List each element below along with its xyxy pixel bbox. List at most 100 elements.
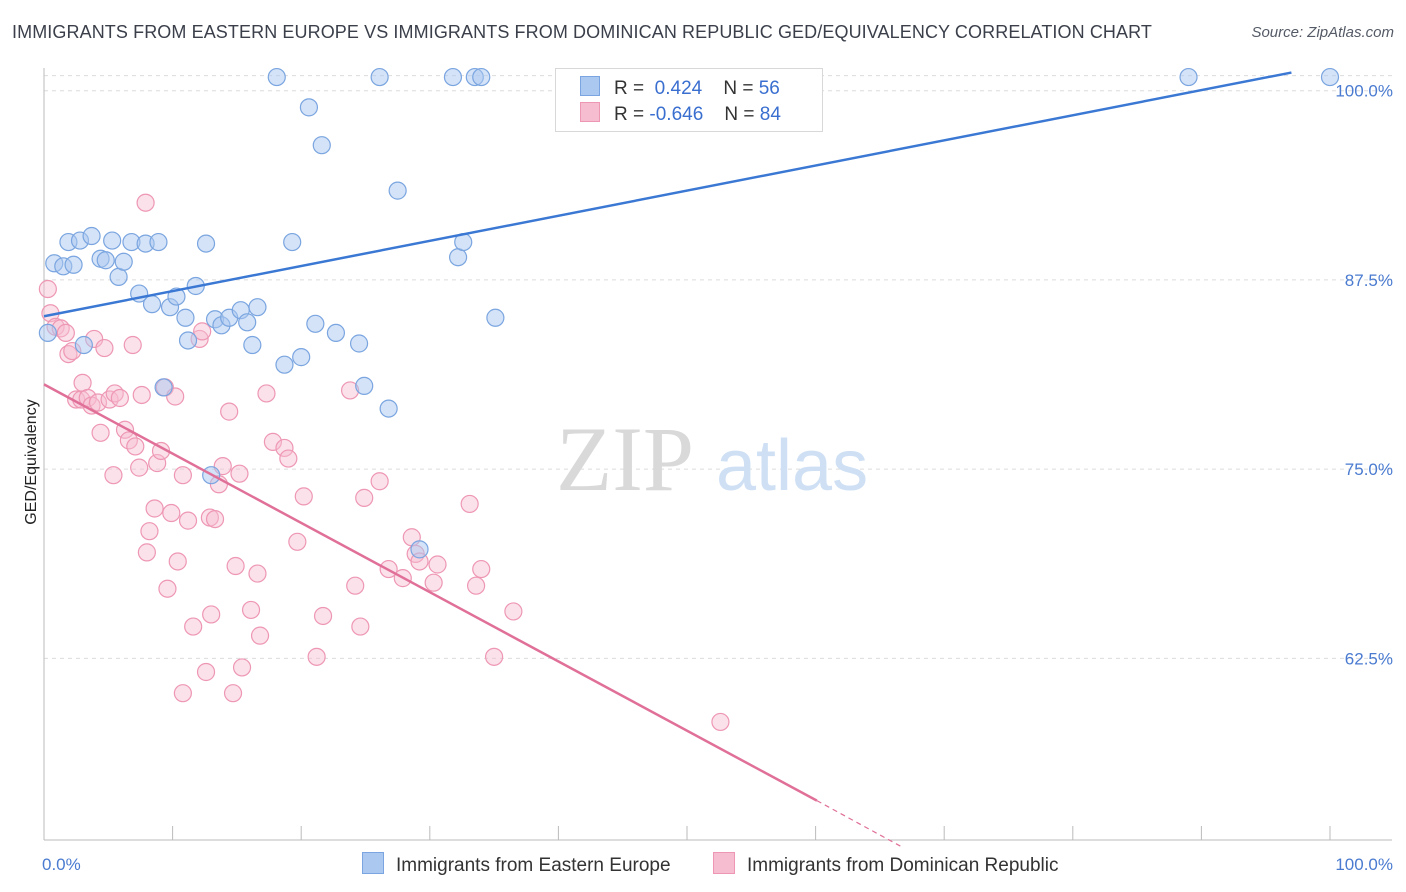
data-point-dominican-republic: [158, 579, 177, 598]
data-point-dominican-republic: [136, 193, 155, 212]
trend-line-dominican-republic: [43, 383, 818, 802]
legend-row-eastern-europe: R = 0.424 N = 56: [580, 76, 780, 100]
bottom-legend-swatch-blue: [362, 852, 384, 874]
data-point-dominican-republic: [137, 543, 156, 562]
data-point-dominican-republic: [711, 712, 730, 732]
bottom-legend-swatch-pink: [713, 852, 735, 874]
data-point-eastern-europe: [299, 98, 319, 117]
data-point-dominican-republic: [123, 335, 142, 355]
data-point-eastern-europe: [38, 323, 57, 343]
data-point-dominican-republic: [226, 556, 245, 576]
data-point-eastern-europe: [472, 67, 491, 87]
data-point-eastern-europe: [109, 267, 128, 286]
legend-r-label: R =: [614, 78, 645, 99]
data-point-dominican-republic: [73, 373, 92, 392]
data-point-dominican-republic: [250, 626, 270, 645]
data-point-dominican-republic: [220, 402, 239, 421]
data-point-dominican-republic: [346, 576, 365, 595]
y-tick-label: 87.5%: [1345, 271, 1393, 290]
data-point-dominican-republic: [307, 647, 326, 666]
trend-lines: [43, 71, 1292, 849]
data-point-eastern-europe: [448, 248, 468, 267]
bottom-legend-dominican-republic: Immigrants from Dominican Republic: [713, 852, 1059, 877]
series-eastern-europe-points: [38, 67, 1340, 559]
data-point-eastern-europe: [178, 331, 198, 350]
data-point-dominican-republic: [485, 647, 504, 666]
data-point-dominican-republic: [355, 488, 374, 507]
trend-line-eastern-europe: [43, 71, 1292, 318]
data-point-dominican-republic: [38, 279, 57, 299]
legend-r-label: R =: [614, 104, 645, 125]
data-point-eastern-europe: [283, 232, 302, 252]
data-point-dominican-republic: [241, 600, 261, 620]
data-point-dominican-republic: [130, 458, 149, 477]
data-point-dominican-republic: [460, 494, 479, 514]
data-point-eastern-europe: [306, 314, 325, 333]
data-point-eastern-europe: [238, 313, 257, 332]
legend-r-value: 0.424: [654, 78, 703, 99]
data-point-dominican-republic: [466, 576, 486, 595]
data-point-dominican-republic: [230, 464, 249, 483]
data-point-dominican-republic: [162, 503, 181, 523]
data-point-eastern-europe: [370, 67, 389, 87]
data-point-eastern-europe: [248, 298, 267, 317]
data-point-dominican-republic: [110, 388, 129, 408]
data-point-dominican-republic: [132, 385, 151, 405]
data-point-dominican-republic: [56, 323, 75, 343]
data-point-dominican-republic: [140, 522, 159, 541]
data-point-eastern-europe: [114, 252, 133, 271]
data-point-eastern-europe: [292, 348, 311, 367]
data-point-eastern-europe: [349, 334, 369, 353]
chart-title: IMMIGRANTS FROM EASTERN EUROPE VS IMMIGR…: [12, 22, 1152, 42]
data-point-dominican-republic: [275, 438, 294, 458]
legend-n-value: 84: [759, 104, 781, 125]
data-point-eastern-europe: [64, 255, 83, 274]
data-point-dominican-republic: [148, 453, 167, 473]
data-point-eastern-europe: [149, 232, 168, 252]
x-tick-label: 0.0%: [42, 855, 81, 874]
data-point-dominican-republic: [263, 432, 283, 451]
data-point-dominican-republic: [91, 423, 110, 442]
data-point-dominican-republic: [145, 499, 164, 518]
data-point-dominican-republic: [88, 393, 108, 412]
data-point-eastern-europe: [443, 67, 463, 87]
bottom-legend-eastern-europe: Immigrants from Eastern Europe: [362, 852, 671, 877]
series-dominican-republic-points: [38, 193, 730, 732]
legend-n-label: N =: [724, 104, 755, 125]
data-point-eastern-europe: [388, 181, 407, 200]
bottom-legend-label: Immigrants from Dominican Republic: [747, 855, 1059, 876]
data-point-dominican-republic: [351, 617, 370, 636]
data-point-dominican-republic: [173, 684, 192, 703]
data-point-dominican-republic: [294, 487, 313, 506]
legend-n-value: 56: [758, 78, 780, 99]
data-point-dominican-republic: [193, 322, 212, 341]
data-point-eastern-europe: [96, 251, 115, 270]
data-point-eastern-europe: [103, 231, 122, 250]
data-point-eastern-europe: [243, 335, 262, 355]
y-tick-label: 62.5%: [1345, 649, 1393, 668]
data-point-dominican-republic: [178, 511, 198, 530]
data-point-eastern-europe: [326, 323, 346, 343]
data-point-dominican-republic: [370, 472, 389, 491]
legend: R = 0.424 N = 56 R = -0.646 N = 84: [555, 68, 823, 132]
data-point-eastern-europe: [312, 136, 331, 155]
data-point-dominican-republic: [257, 384, 276, 403]
data-point-dominican-republic: [184, 617, 203, 636]
y-tick-label: 100.0%: [1335, 82, 1393, 101]
data-point-eastern-europe: [267, 67, 286, 87]
legend-swatch-blue: [580, 76, 600, 96]
data-point-dominican-republic: [126, 437, 145, 456]
legend-n-label: N =: [723, 78, 754, 99]
data-point-eastern-europe: [486, 308, 505, 327]
data-point-dominican-republic: [168, 552, 187, 571]
tick-labels: 62.5% 75.0% 87.5% 100.0% 0.0% 100.0%: [42, 82, 1393, 874]
data-point-dominican-republic: [313, 606, 333, 626]
y-axis-label: GED/Equivalency: [23, 399, 40, 524]
trend-line-dominican-republic-extension: [816, 800, 904, 849]
data-point-dominican-republic: [288, 532, 307, 551]
data-point-dominican-republic: [428, 555, 447, 574]
legend-r-value: -0.646: [649, 104, 704, 125]
data-point-dominican-republic: [504, 602, 523, 621]
data-point-eastern-europe: [1179, 67, 1198, 87]
